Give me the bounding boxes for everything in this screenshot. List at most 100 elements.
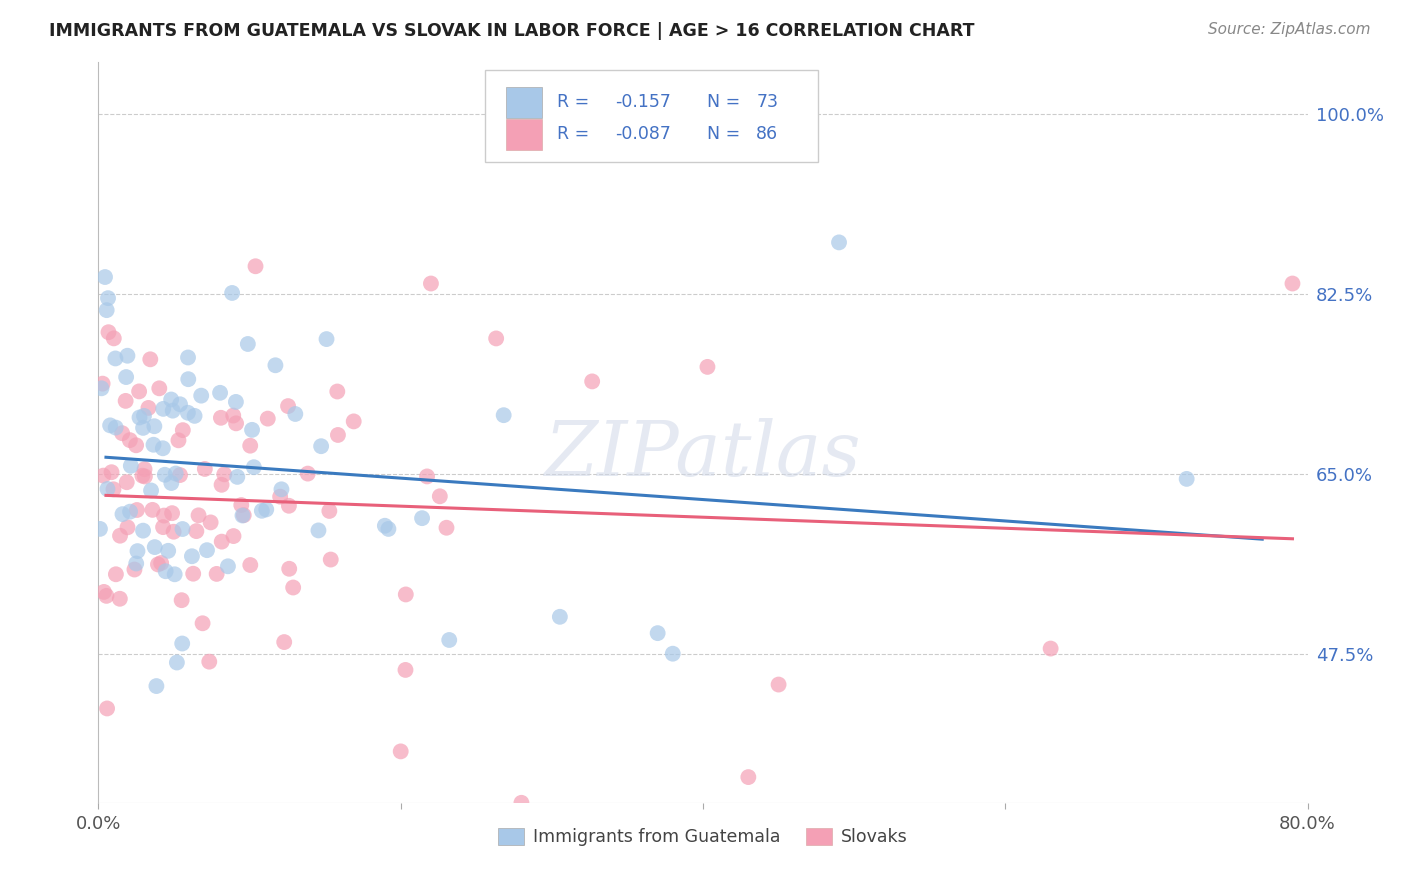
Point — [395, 587, 418, 601]
Point — [284, 407, 307, 421]
Point — [209, 410, 232, 425]
Point — [439, 632, 461, 647]
Point — [277, 399, 299, 413]
Point — [250, 504, 273, 518]
Point — [141, 503, 163, 517]
Text: N =: N = — [696, 125, 745, 144]
Point — [134, 469, 156, 483]
Point — [186, 524, 208, 538]
Point — [661, 647, 683, 661]
Point — [134, 462, 156, 476]
Point — [96, 303, 118, 318]
Point — [125, 557, 148, 571]
Point — [195, 543, 218, 558]
Text: -0.157: -0.157 — [614, 94, 671, 112]
Point — [96, 701, 118, 715]
Point — [273, 635, 295, 649]
FancyBboxPatch shape — [485, 70, 818, 162]
Point — [108, 529, 131, 543]
Point — [190, 389, 212, 403]
Point — [239, 558, 262, 572]
Point — [96, 482, 118, 496]
Point — [138, 401, 160, 415]
Point — [90, 381, 112, 395]
Point — [103, 483, 125, 497]
Point — [209, 385, 232, 400]
Point — [236, 337, 259, 351]
Point — [120, 458, 142, 473]
Point — [97, 325, 120, 339]
Point — [162, 403, 184, 417]
Point — [429, 489, 451, 503]
Point — [240, 423, 263, 437]
Point — [128, 410, 150, 425]
Point — [177, 406, 200, 420]
Point — [198, 655, 221, 669]
Point — [145, 679, 167, 693]
Point — [214, 467, 236, 482]
Point — [269, 490, 291, 504]
Point — [270, 483, 292, 497]
Point — [104, 351, 127, 366]
Point — [115, 370, 138, 384]
Point — [111, 507, 134, 521]
Point — [177, 351, 200, 365]
Point — [125, 503, 148, 517]
Point — [166, 656, 188, 670]
Point — [181, 549, 204, 564]
Point — [191, 616, 214, 631]
Point — [89, 522, 111, 536]
Point — [118, 433, 141, 447]
Point — [169, 397, 191, 411]
Point — [232, 508, 254, 523]
Text: -0.087: -0.087 — [614, 125, 671, 144]
Point — [108, 591, 131, 606]
Point — [264, 359, 287, 373]
Point — [143, 540, 166, 554]
Point — [277, 499, 299, 513]
Point — [239, 439, 262, 453]
Point — [117, 520, 139, 534]
Point — [647, 626, 669, 640]
Point — [221, 285, 243, 300]
Point — [211, 534, 233, 549]
Point — [172, 522, 194, 536]
Point — [187, 508, 209, 523]
Point — [389, 744, 412, 758]
Text: N =: N = — [696, 94, 745, 112]
Point — [139, 352, 162, 367]
Text: ZIPatlas: ZIPatlas — [544, 417, 862, 491]
Text: 86: 86 — [756, 125, 779, 144]
Point — [152, 442, 174, 456]
Point — [222, 409, 245, 423]
Point — [436, 521, 458, 535]
Point — [211, 477, 233, 491]
Point — [150, 556, 173, 570]
Point — [297, 467, 319, 481]
Point — [163, 567, 186, 582]
Point — [374, 518, 396, 533]
Point — [114, 393, 136, 408]
Point — [152, 520, 174, 534]
Point — [172, 636, 194, 650]
Point — [307, 524, 329, 538]
Point — [309, 439, 332, 453]
Point — [326, 428, 349, 442]
Point — [254, 502, 277, 516]
Point — [170, 593, 193, 607]
Legend: Immigrants from Guatemala, Slovaks: Immigrants from Guatemala, Slovaks — [491, 821, 915, 854]
Point — [1039, 641, 1062, 656]
Point — [128, 384, 150, 399]
Point — [169, 468, 191, 483]
Point — [132, 421, 155, 435]
Point — [411, 511, 433, 525]
Point — [131, 468, 153, 483]
Point — [104, 420, 127, 434]
Point — [225, 395, 247, 409]
Point — [125, 438, 148, 452]
Point — [177, 372, 200, 386]
Point — [492, 408, 515, 422]
Point — [510, 796, 533, 810]
Point — [160, 392, 183, 407]
Point — [160, 506, 183, 520]
